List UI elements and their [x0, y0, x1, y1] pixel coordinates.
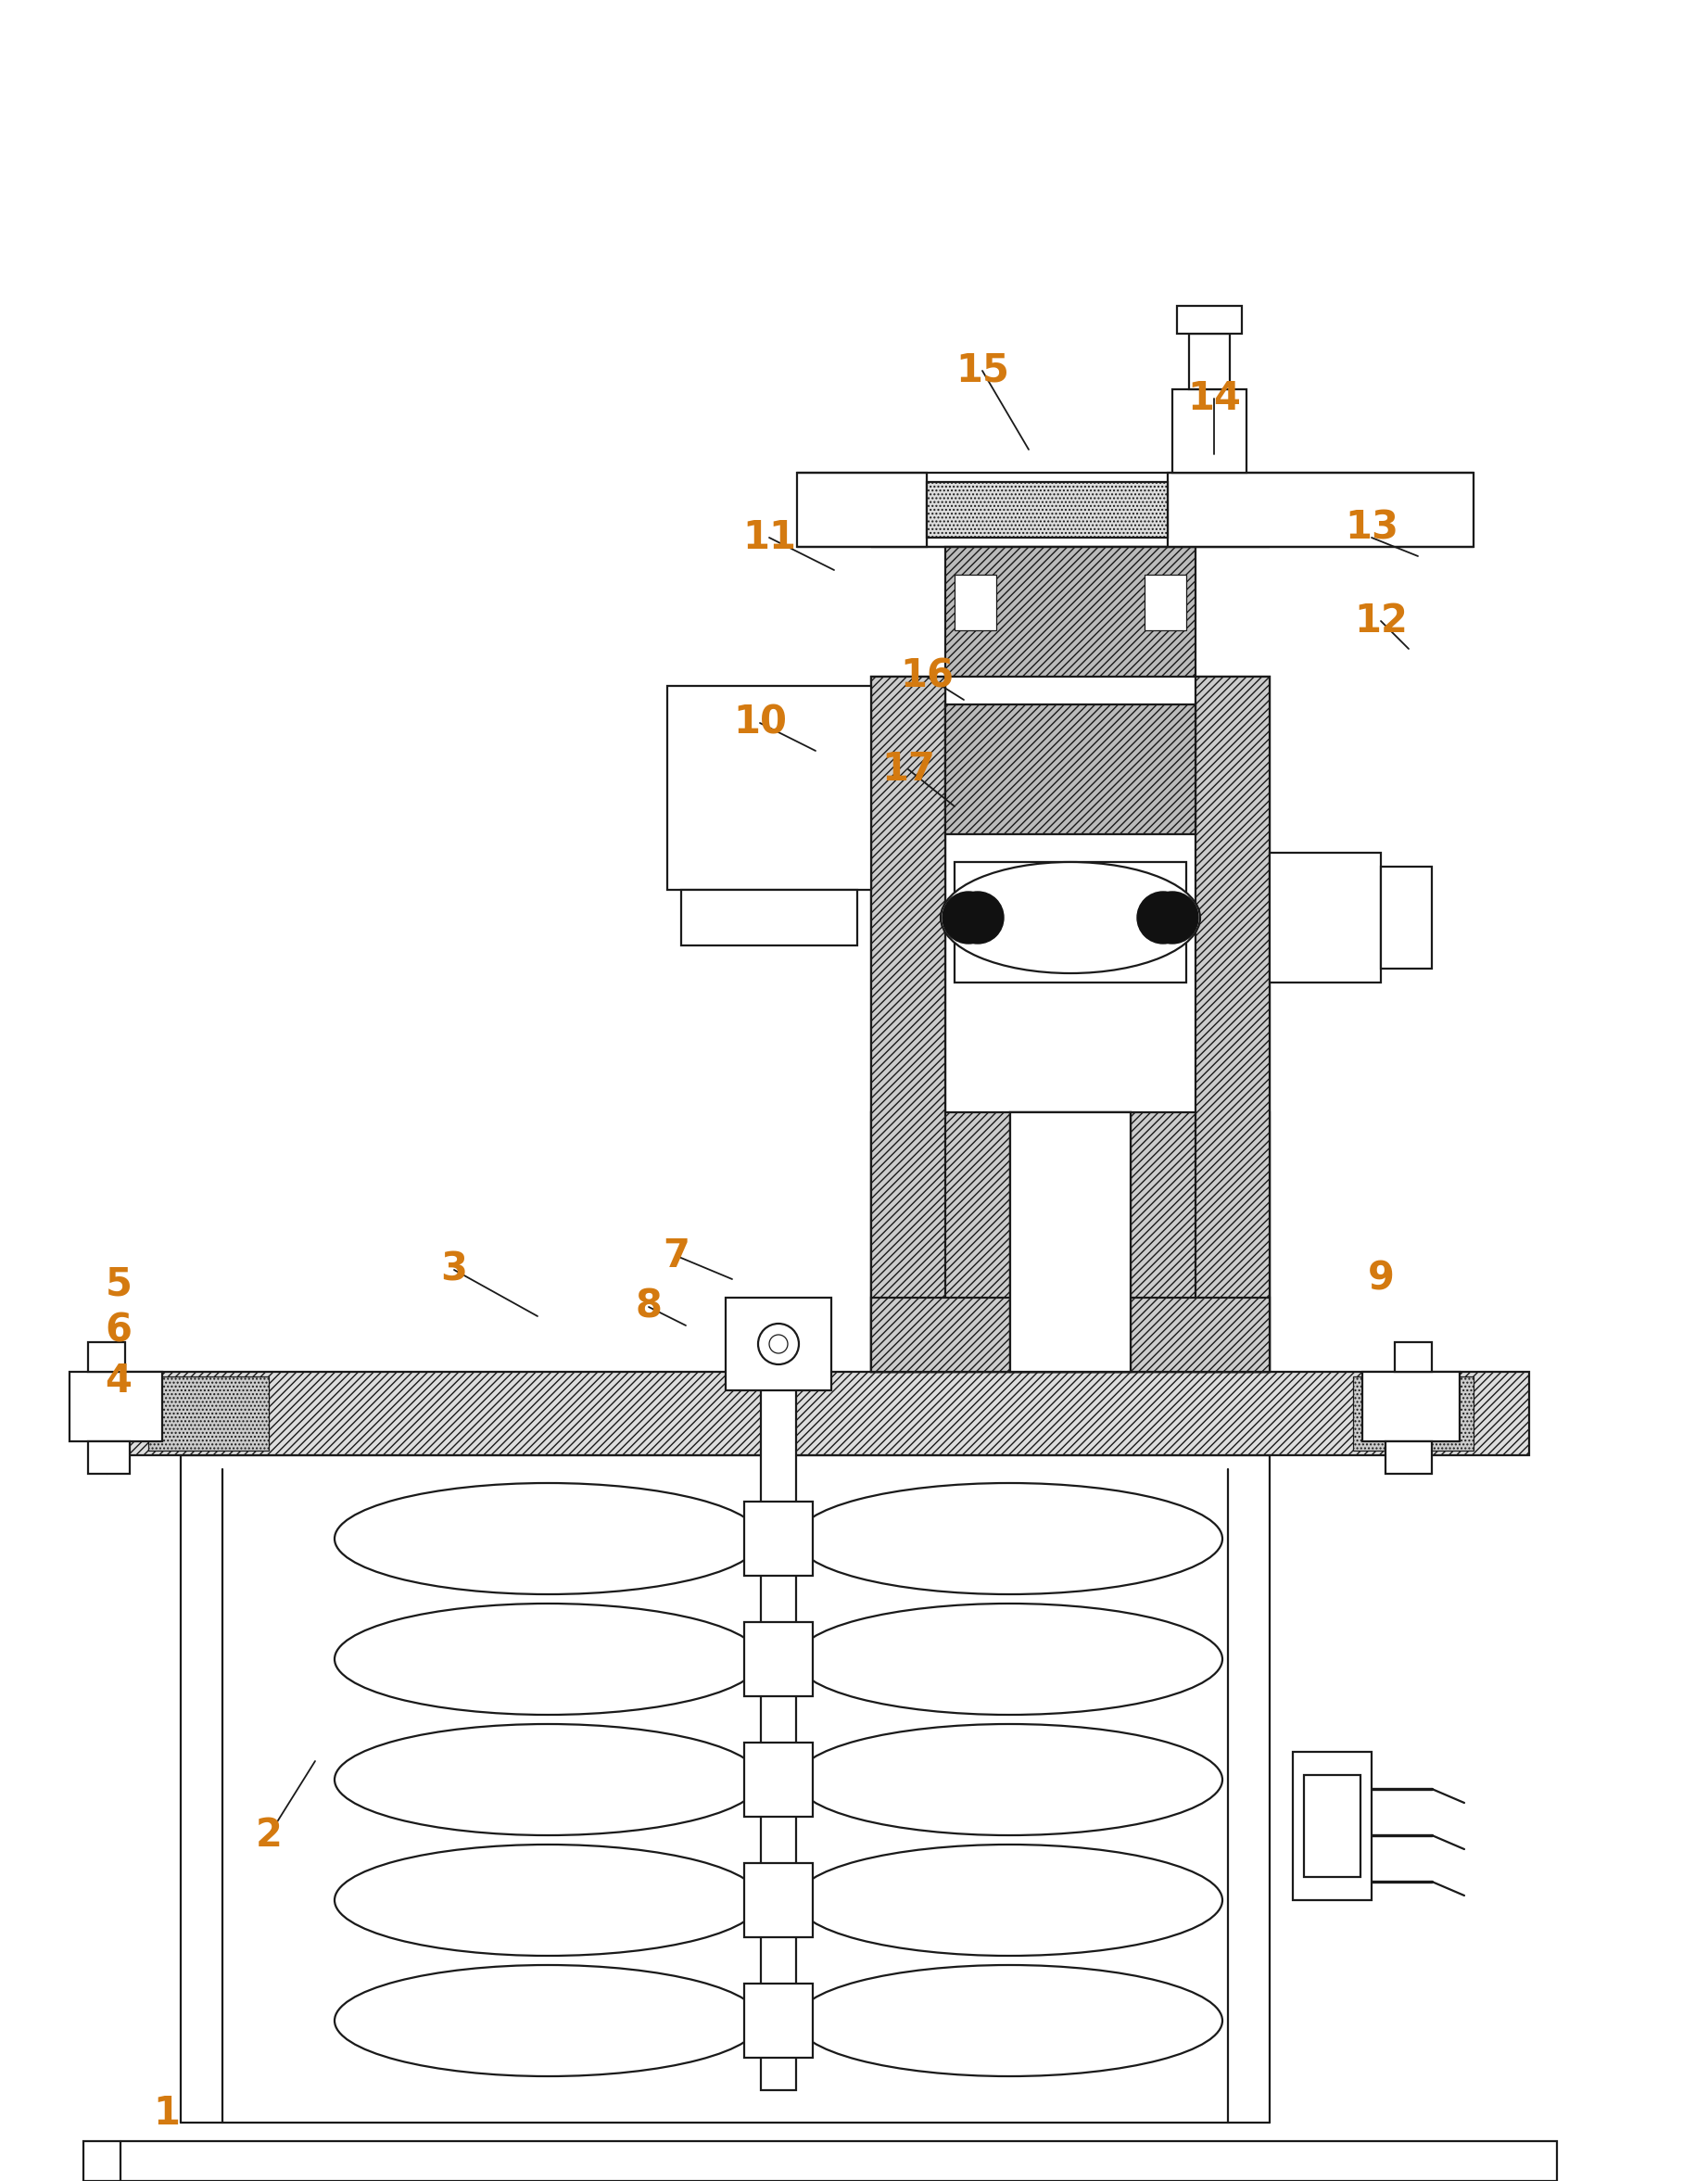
- Bar: [1189, 334, 1230, 388]
- Bar: [84, 2142, 1558, 2181]
- Bar: [89, 1341, 125, 1372]
- Bar: [955, 861, 1187, 981]
- Bar: [1009, 1112, 1131, 1372]
- Ellipse shape: [796, 1603, 1223, 1714]
- Bar: [681, 890, 857, 944]
- Text: 7: 7: [663, 1237, 690, 1276]
- Circle shape: [1138, 892, 1189, 944]
- Circle shape: [1146, 892, 1199, 944]
- Text: 4: 4: [106, 1361, 132, 1400]
- Ellipse shape: [335, 1965, 760, 2076]
- Bar: [149, 1376, 268, 1450]
- Text: 5: 5: [106, 1265, 132, 1304]
- Bar: [1196, 676, 1269, 1372]
- Bar: [1144, 574, 1187, 630]
- Bar: [89, 1442, 130, 1474]
- Ellipse shape: [796, 1965, 1223, 2076]
- Bar: [745, 1501, 813, 1575]
- Bar: [955, 574, 996, 630]
- Bar: [1177, 305, 1242, 334]
- Text: 17: 17: [881, 750, 934, 790]
- Bar: [927, 482, 1168, 537]
- Circle shape: [758, 1324, 799, 1365]
- Bar: [871, 1298, 1269, 1372]
- Circle shape: [951, 892, 1004, 944]
- Text: 11: 11: [743, 519, 796, 556]
- Bar: [871, 676, 1269, 1372]
- Bar: [760, 1372, 796, 2089]
- Bar: [798, 473, 927, 547]
- Bar: [1363, 1372, 1460, 1442]
- Text: 13: 13: [1344, 508, 1399, 547]
- Bar: [1303, 1775, 1361, 1878]
- Ellipse shape: [335, 1723, 760, 1834]
- Text: 2: 2: [256, 1817, 282, 1854]
- Ellipse shape: [335, 1483, 760, 1594]
- Bar: [668, 685, 871, 890]
- Bar: [1385, 1442, 1431, 1474]
- Text: 9: 9: [1368, 1261, 1394, 1298]
- Bar: [1009, 1112, 1131, 1372]
- Bar: [871, 676, 945, 1372]
- Ellipse shape: [335, 1603, 760, 1714]
- Bar: [92, 1372, 1529, 1455]
- Ellipse shape: [941, 861, 1201, 973]
- Ellipse shape: [796, 1723, 1223, 1834]
- Bar: [871, 1112, 1269, 1372]
- Text: 15: 15: [955, 351, 1009, 390]
- Ellipse shape: [796, 1483, 1223, 1594]
- Bar: [745, 1983, 813, 2057]
- Circle shape: [769, 1335, 787, 1352]
- Text: 1: 1: [154, 2094, 181, 2133]
- Bar: [945, 547, 1196, 676]
- Bar: [945, 676, 1196, 1298]
- Bar: [1395, 1341, 1431, 1372]
- Bar: [726, 1298, 832, 1389]
- Bar: [1353, 1376, 1474, 1450]
- Bar: [1168, 473, 1474, 547]
- Bar: [1380, 866, 1431, 968]
- Ellipse shape: [335, 1845, 760, 1956]
- Ellipse shape: [796, 1845, 1223, 1956]
- Bar: [745, 1743, 813, 1817]
- Text: 16: 16: [900, 656, 953, 696]
- Text: 12: 12: [1354, 602, 1407, 641]
- Bar: [745, 1863, 813, 1937]
- Bar: [70, 1372, 162, 1442]
- Text: 14: 14: [1187, 379, 1240, 419]
- Text: 8: 8: [635, 1287, 663, 1326]
- Text: 10: 10: [733, 704, 787, 742]
- Circle shape: [943, 892, 994, 944]
- Bar: [1293, 1751, 1372, 1900]
- Bar: [1269, 853, 1380, 981]
- Bar: [945, 704, 1196, 833]
- Bar: [745, 1623, 813, 1697]
- Text: 6: 6: [106, 1311, 132, 1350]
- Bar: [1172, 388, 1247, 473]
- Text: 3: 3: [441, 1250, 468, 1289]
